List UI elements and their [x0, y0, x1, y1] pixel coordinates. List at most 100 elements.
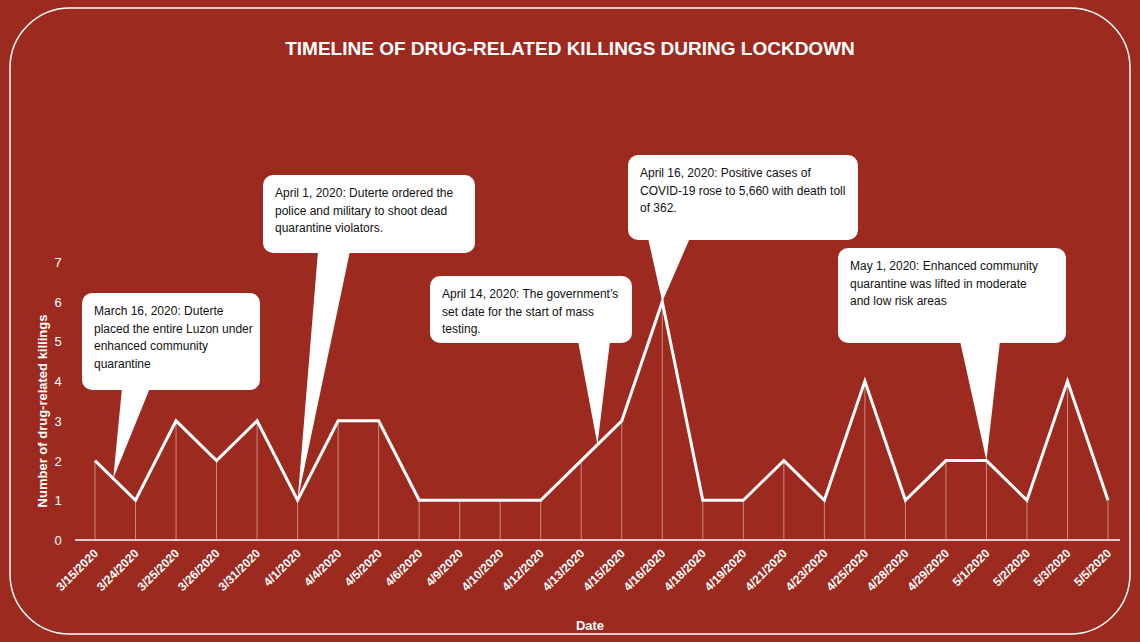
callout-box	[263, 175, 475, 253]
drop-line	[1026, 500, 1027, 540]
annotation-text: April 1, 2020: Duterte ordered the	[275, 186, 453, 200]
drop-line	[297, 500, 298, 540]
x-tick-label: 4/21/2020	[742, 546, 790, 594]
drop-line	[945, 461, 946, 540]
drop-line	[986, 461, 987, 540]
drop-line	[419, 500, 420, 540]
x-tick-label: 4/13/2020	[540, 546, 588, 594]
y-tick	[68, 262, 72, 263]
y-tick-label: 5	[54, 334, 61, 349]
drop-line	[500, 500, 501, 540]
x-tick-label: 3/31/2020	[216, 546, 264, 594]
drop-line	[662, 302, 663, 540]
x-tick-label: 5/3/2020	[1031, 546, 1074, 589]
drop-line	[864, 381, 865, 540]
drop-line	[1067, 381, 1068, 540]
callout-box	[430, 276, 632, 343]
frame	[10, 8, 1130, 634]
drop-line	[378, 421, 379, 540]
x-axis	[75, 539, 1120, 541]
annotation-text: enhanced community	[94, 339, 208, 353]
x-tick-label: 4/16/2020	[621, 546, 669, 594]
x-tick-label: 4/18/2020	[661, 546, 709, 594]
annotation-text: March 16, 2020: Duterte	[94, 304, 224, 318]
x-tick-label: 5/5/2020	[1071, 546, 1114, 589]
y-tick	[68, 500, 72, 501]
annotation-text: quarantine was lifted in moderate	[850, 277, 1027, 291]
x-tick-label: 4/28/2020	[864, 546, 912, 594]
drop-line	[824, 500, 825, 540]
y-tick-label: 4	[54, 374, 61, 389]
annotation: April 14, 2020: The government’s set date…	[430, 276, 632, 445]
background	[0, 0, 1140, 642]
y-tick-label: 1	[54, 493, 61, 508]
title: TIMELINE OF DRUG-RELATED KILLINGS DURING…	[285, 38, 855, 59]
x-tick-label: 5/1/2020	[950, 546, 993, 589]
x-tick-label: 4/6/2020	[382, 546, 425, 589]
x-tick-label: 4/29/2020	[904, 546, 952, 594]
annotation-text: placed the entire Luzon under	[94, 322, 253, 336]
y-tick	[68, 460, 72, 461]
annotation-text: quarantine violators.	[275, 221, 383, 235]
annotation-text: April 16, 2020: Positive cases of	[640, 166, 811, 180]
callout-pointer	[648, 238, 690, 302]
x-tick-label: 3/26/2020	[175, 546, 223, 594]
callout-box	[628, 155, 858, 240]
callout-pointer	[578, 341, 610, 445]
annotation-text: of 362.	[640, 201, 677, 215]
drop-line	[621, 421, 622, 540]
drop-line	[459, 500, 460, 540]
x-tick-label: 4/1/2020	[261, 546, 304, 589]
annotation-text: April 14, 2020: The government’s	[442, 287, 618, 301]
x-axis-label: Date	[576, 618, 604, 633]
y-tick-label: 3	[54, 414, 61, 429]
y-tick-label: 2	[54, 454, 61, 469]
y-tick	[68, 341, 72, 342]
annotation: May 1, 2020: Enhanced communityquarantin…	[838, 248, 1066, 461]
callout-pointer	[113, 388, 150, 478]
x-tick-label: 4/10/2020	[459, 546, 507, 594]
annotation-text: police and military to shoot dead	[275, 204, 447, 218]
y-tick	[68, 540, 72, 541]
x-tick-label: 4/15/2020	[580, 546, 628, 594]
drop-line	[540, 500, 541, 540]
drop-line	[176, 421, 177, 540]
y-axis-label: Number of drug-related killings	[35, 315, 50, 508]
y-tick-label: 7	[54, 255, 61, 270]
annotation-text: COVID-19 rose to 5,660 with death toll	[640, 184, 845, 198]
drop-line	[905, 500, 906, 540]
drop-line	[216, 461, 217, 540]
drop-line	[581, 461, 582, 540]
x-tick-label: 4/5/2020	[342, 546, 385, 589]
y-tick	[68, 301, 72, 302]
x-tick-label: 3/15/2020	[53, 546, 101, 594]
drop-line	[702, 500, 703, 540]
callout-pointer	[298, 251, 350, 500]
y-tick-label: 0	[54, 533, 61, 548]
x-tick-label: 4/19/2020	[702, 546, 750, 594]
annotation: March 16, 2020: Duterte placed the entire…	[82, 293, 260, 478]
x-tick-label: 3/25/2020	[135, 546, 183, 594]
drop-line	[95, 461, 96, 540]
drop-line	[338, 421, 339, 540]
annotation-text: testing.	[442, 322, 481, 336]
annotation-text: quarantine	[94, 357, 151, 371]
annotation-text: set date for the start of mass	[442, 305, 594, 319]
callout-box	[82, 293, 260, 390]
chart: TIMELINE OF DRUG-RELATED KILLINGS DURING…	[0, 0, 1140, 642]
x-tick-label: 4/12/2020	[499, 546, 547, 594]
y-tick	[68, 420, 72, 421]
y-tick-label: 6	[54, 295, 61, 310]
x-tick-label: 4/4/2020	[301, 546, 344, 589]
drop-line	[1108, 500, 1109, 540]
x-tick-label: 5/2/2020	[990, 546, 1033, 589]
drop-line	[743, 500, 744, 540]
annotation-text: and low risk areas	[850, 294, 947, 308]
x-tick-label: 4/25/2020	[823, 546, 871, 594]
drop-line	[783, 461, 784, 540]
callout-box	[838, 248, 1066, 343]
annotation: April 16, 2020: Positive cases of COVID-1…	[628, 155, 858, 302]
x-tick-label: 4/23/2020	[783, 546, 831, 594]
x-tick-label: 3/24/2020	[94, 546, 142, 594]
drop-line	[257, 421, 258, 540]
